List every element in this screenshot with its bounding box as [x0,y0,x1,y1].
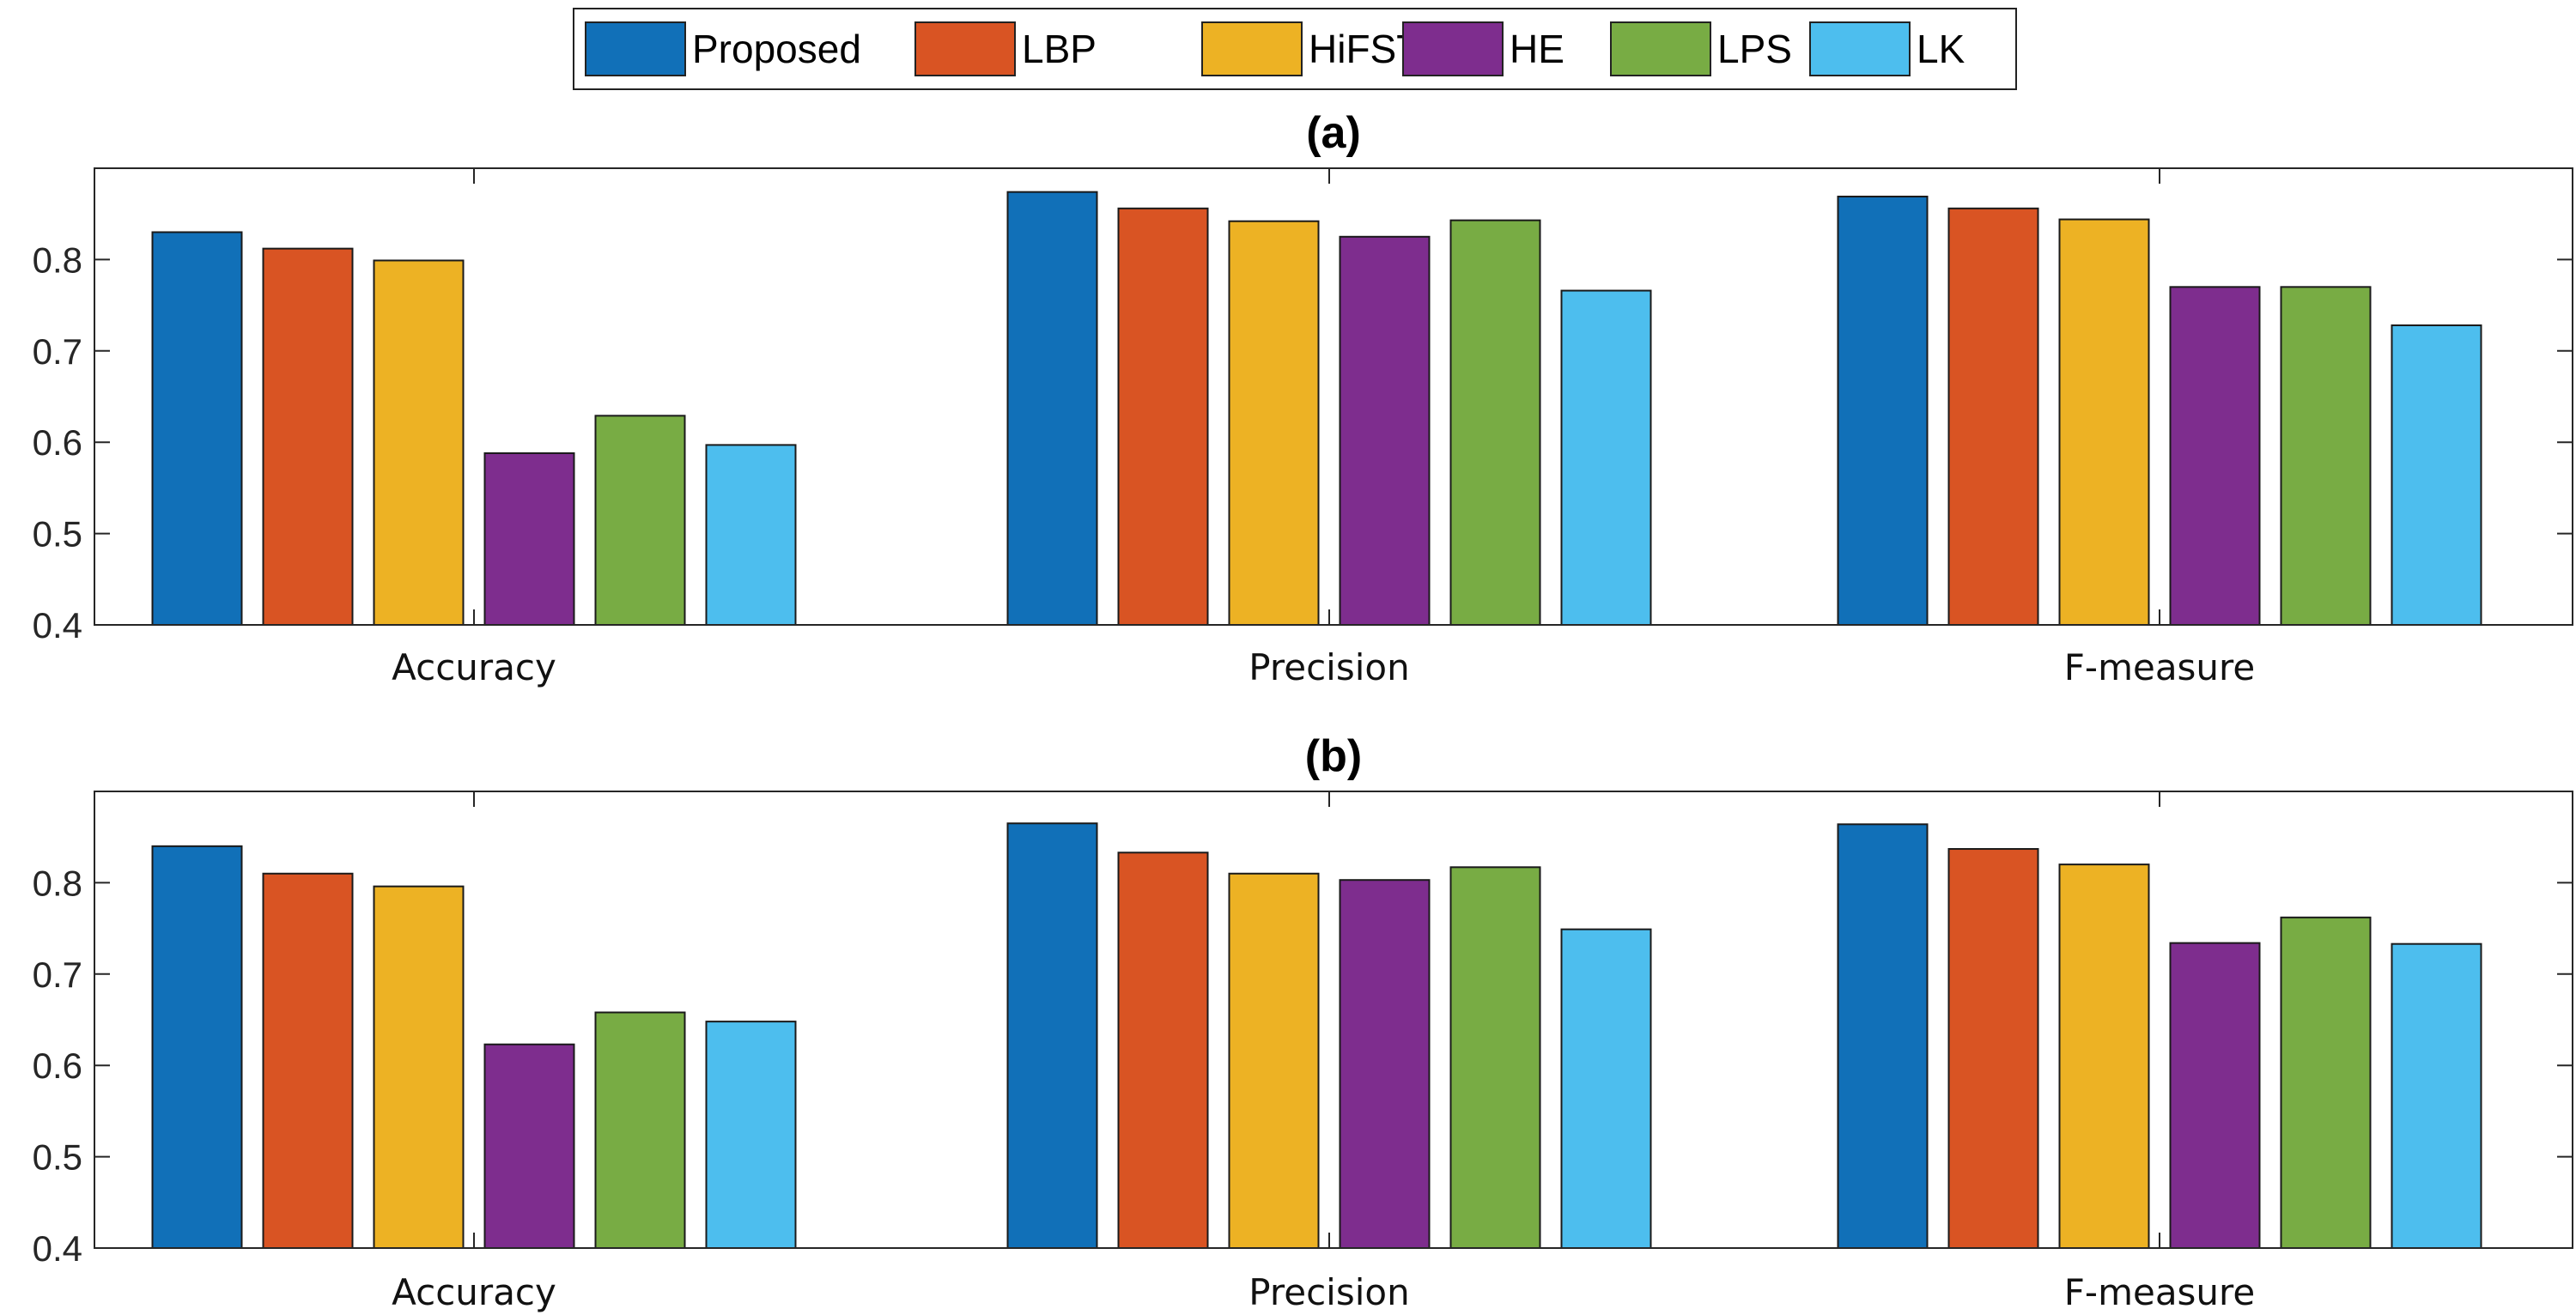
category-label-a-f-measure: F-measure [2064,646,2256,688]
legend-swatch-proposed [585,21,686,76]
y-tick-label-b: 0.6 [33,1045,82,1086]
y-tick-label-a: 0.5 [33,514,82,554]
legend-item-lbp: LBP [914,21,1097,76]
bar-a-f-measure-he [2169,286,2261,626]
bar-a-f-measure-hifst [2058,218,2150,626]
legend-swatch-lk [1809,21,1911,76]
bar-b-f-measure-lps [2280,916,2372,1250]
y-tick-label-b: 0.4 [33,1228,82,1269]
legend-swatch-he [1402,21,1504,76]
y-tick-label-a: 0.4 [33,605,82,645]
bar-a-precision-he [1339,235,1431,626]
axes-box-b [94,791,2573,1249]
bar-b-accuracy-he [483,1043,575,1250]
legend-swatch-lps [1610,21,1711,76]
category-label-b-f-measure: F-measure [2064,1271,2256,1313]
bar-a-accuracy-lk [705,444,797,627]
legend-swatch-lbp [914,21,1016,76]
y-tick-label-a: 0.6 [33,422,82,463]
bar-a-accuracy-lbp [262,247,354,626]
bar-a-f-measure-proposed [1837,195,1929,626]
legend-item-he: HE [1402,21,1564,76]
bar-a-accuracy-he [483,451,575,627]
bar-b-precision-lk [1560,928,1652,1249]
bar-a-f-measure-lk [2391,324,2482,626]
bar-b-accuracy-hifst [373,885,465,1249]
bar-a-precision-hifst [1228,220,1320,626]
legend-label-he: HE [1510,27,1564,71]
bar-b-precision-lps [1449,866,1541,1249]
legend-item-lk: LK [1809,21,1965,76]
panel-b: (b) 0.4 0.5 0.6 0.7 0.8 Accuracy Precision F-mea… [33,731,2573,1313]
bar-a-precision-lk [1560,289,1652,626]
legend-item-lps: LPS [1610,21,1792,76]
bar-a-precision-proposed [1006,191,1098,626]
bar-b-f-measure-proposed [1837,823,1929,1250]
bar-a-precision-lbp [1117,207,1209,626]
bar-b-f-measure-hifst [2058,864,2150,1249]
legend-label-lbp: LBP [1022,27,1097,71]
bar-b-accuracy-lbp [262,872,354,1249]
legend-label-proposed: Proposed [692,27,861,71]
category-label-a-accuracy: Accuracy [392,646,556,688]
y-tick-label-b: 0.7 [33,954,82,995]
panel-a: (a) 0.4 0.5 0.6 0.7 0.8 Accuracy Precision F-mea… [33,108,2573,688]
bar-b-precision-lbp [1117,851,1209,1250]
category-label-b-accuracy: Accuracy [392,1271,556,1313]
bar-b-f-measure-lk [2391,942,2482,1249]
category-label-a-precision: Precision [1249,646,1409,688]
bar-a-accuracy-lps [594,415,686,626]
bar-a-accuracy-proposed [151,231,243,626]
bar-a-precision-lps [1449,219,1541,626]
bar-a-f-measure-lps [2280,286,2372,626]
bar-b-precision-hifst [1228,872,1320,1249]
category-label-b-precision: Precision [1249,1271,1409,1313]
legend-label-hifst: HiFST [1309,27,1420,71]
y-tick-label-a: 0.7 [33,331,82,372]
y-tick-label-b: 0.8 [33,863,82,903]
axes-box-a [94,167,2573,626]
y-tick-label-b: 0.5 [33,1137,82,1178]
bar-b-precision-he [1339,879,1431,1249]
legend-item-hifst: HiFST [1201,21,1420,76]
legend-swatch-hifst [1201,21,1303,76]
bar-a-accuracy-hifst [373,259,465,626]
bar-b-f-measure-lbp [1947,848,2039,1249]
legend-label-lps: LPS [1717,27,1792,71]
y-tick-label-a: 0.8 [33,239,82,280]
legend-label-lk: LK [1917,27,1965,71]
legend: Proposed LBP HiFST HE LPS LK [573,8,2017,90]
bar-b-f-measure-he [2169,942,2261,1250]
bar-b-accuracy-lk [705,1021,797,1250]
bar-b-accuracy-proposed [151,845,243,1250]
bar-b-accuracy-lps [594,1011,686,1250]
legend-item-proposed: Proposed [585,21,861,76]
bar-b-precision-proposed [1006,822,1098,1249]
panel-title-b: (b) [1305,731,1362,781]
panel-title-a: (a) [1306,108,1361,158]
bar-a-f-measure-lbp [1947,207,2039,626]
